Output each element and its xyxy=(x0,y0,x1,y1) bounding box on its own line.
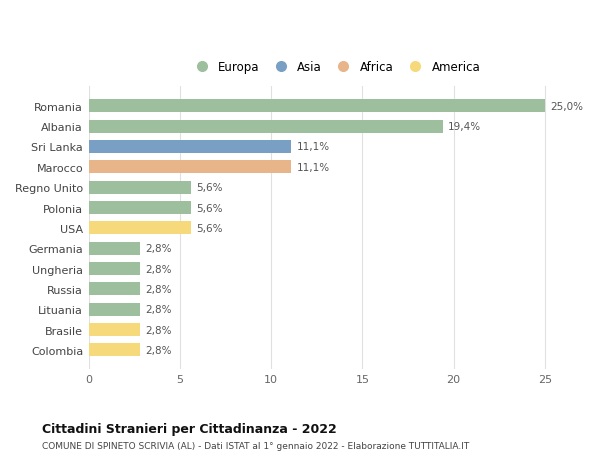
Text: 5,6%: 5,6% xyxy=(196,183,223,193)
Bar xyxy=(89,242,140,255)
Text: 11,1%: 11,1% xyxy=(296,142,330,152)
Text: 19,4%: 19,4% xyxy=(448,122,481,132)
Text: COMUNE DI SPINETO SCRIVIA (AL) - Dati ISTAT al 1° gennaio 2022 - Elaborazione TU: COMUNE DI SPINETO SCRIVIA (AL) - Dati IS… xyxy=(42,441,469,450)
Text: 2,8%: 2,8% xyxy=(145,304,172,314)
Text: 25,0%: 25,0% xyxy=(550,101,583,112)
Text: 2,8%: 2,8% xyxy=(145,345,172,355)
Legend: Europa, Asia, Africa, America: Europa, Asia, Africa, America xyxy=(185,56,485,79)
Bar xyxy=(89,222,191,235)
Bar xyxy=(89,263,140,275)
Bar xyxy=(89,343,140,357)
Bar xyxy=(89,202,191,215)
Text: 11,1%: 11,1% xyxy=(296,162,330,173)
Text: 5,6%: 5,6% xyxy=(196,224,223,233)
Bar xyxy=(89,140,291,154)
Text: 2,8%: 2,8% xyxy=(145,264,172,274)
Bar xyxy=(89,181,191,194)
Bar xyxy=(89,161,291,174)
Text: 5,6%: 5,6% xyxy=(196,203,223,213)
Bar xyxy=(89,120,443,134)
Text: 2,8%: 2,8% xyxy=(145,244,172,254)
Bar xyxy=(89,100,545,113)
Text: 2,8%: 2,8% xyxy=(145,284,172,294)
Text: Cittadini Stranieri per Cittadinanza - 2022: Cittadini Stranieri per Cittadinanza - 2… xyxy=(42,422,337,435)
Text: 2,8%: 2,8% xyxy=(145,325,172,335)
Bar xyxy=(89,303,140,316)
Bar xyxy=(89,283,140,296)
Bar xyxy=(89,323,140,336)
